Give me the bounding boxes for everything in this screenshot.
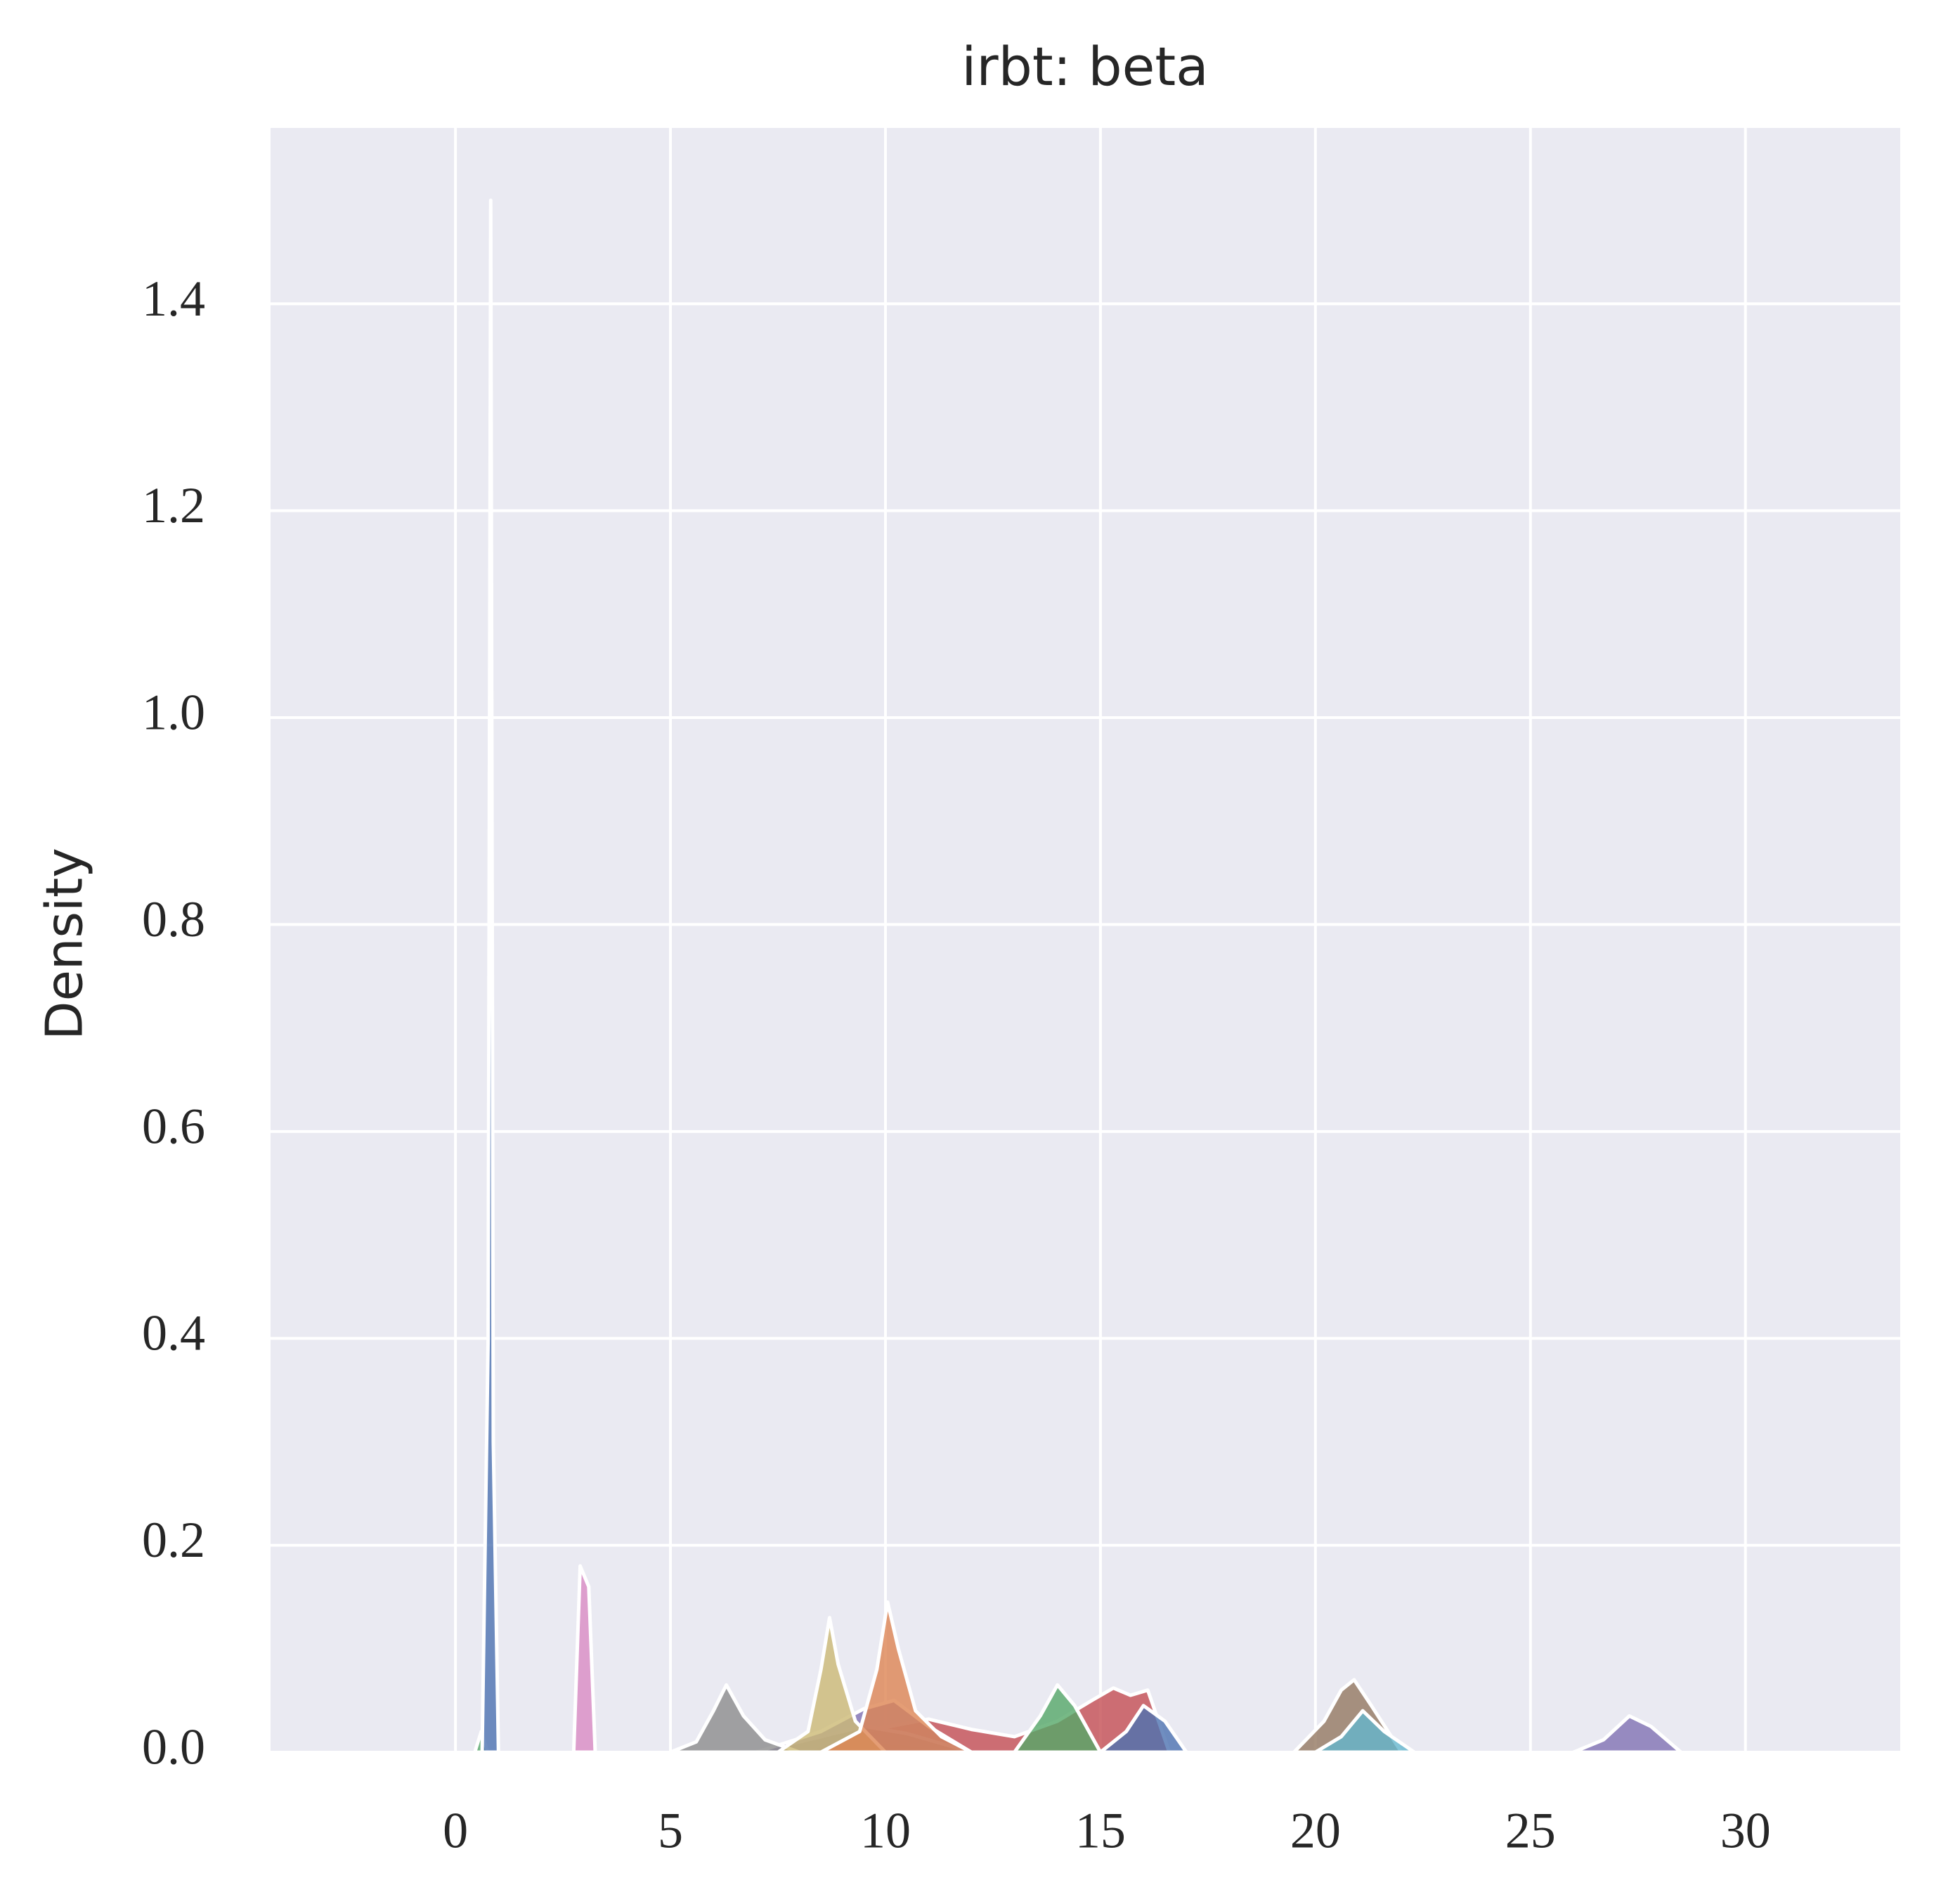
y-axis-label: Density [35, 848, 94, 1040]
x-tick-label: 15 [1075, 1803, 1126, 1859]
y-tick-label: 0.4 [142, 1305, 205, 1361]
chart-title: irbt: beta [961, 35, 1209, 98]
x-tick-label: 25 [1505, 1803, 1556, 1859]
density-area [1571, 1714, 1683, 1754]
x-tick-label: 0 [443, 1803, 468, 1859]
density-area [819, 1600, 973, 1754]
plot-background [271, 128, 1900, 1752]
y-tick-label: 0.0 [142, 1719, 205, 1775]
x-tick-label: 20 [1290, 1803, 1341, 1859]
density-area [480, 198, 500, 1754]
y-tick-label: 1.4 [142, 271, 205, 327]
density-area [1313, 1709, 1417, 1754]
y-tick-label: 0.6 [142, 1098, 205, 1154]
x-tick-label: 30 [1720, 1803, 1771, 1859]
density-area [571, 1564, 597, 1754]
x-tick-label: 10 [860, 1803, 911, 1859]
x-tick-label: 5 [658, 1803, 683, 1859]
y-tick-label: 0.2 [142, 1512, 205, 1568]
y-tick-label: 1.0 [142, 685, 205, 741]
y-tick-label: 0.8 [142, 891, 205, 947]
density-area [1013, 1683, 1103, 1754]
y-tick-label: 1.2 [142, 477, 205, 533]
density-area [1098, 1704, 1188, 1754]
